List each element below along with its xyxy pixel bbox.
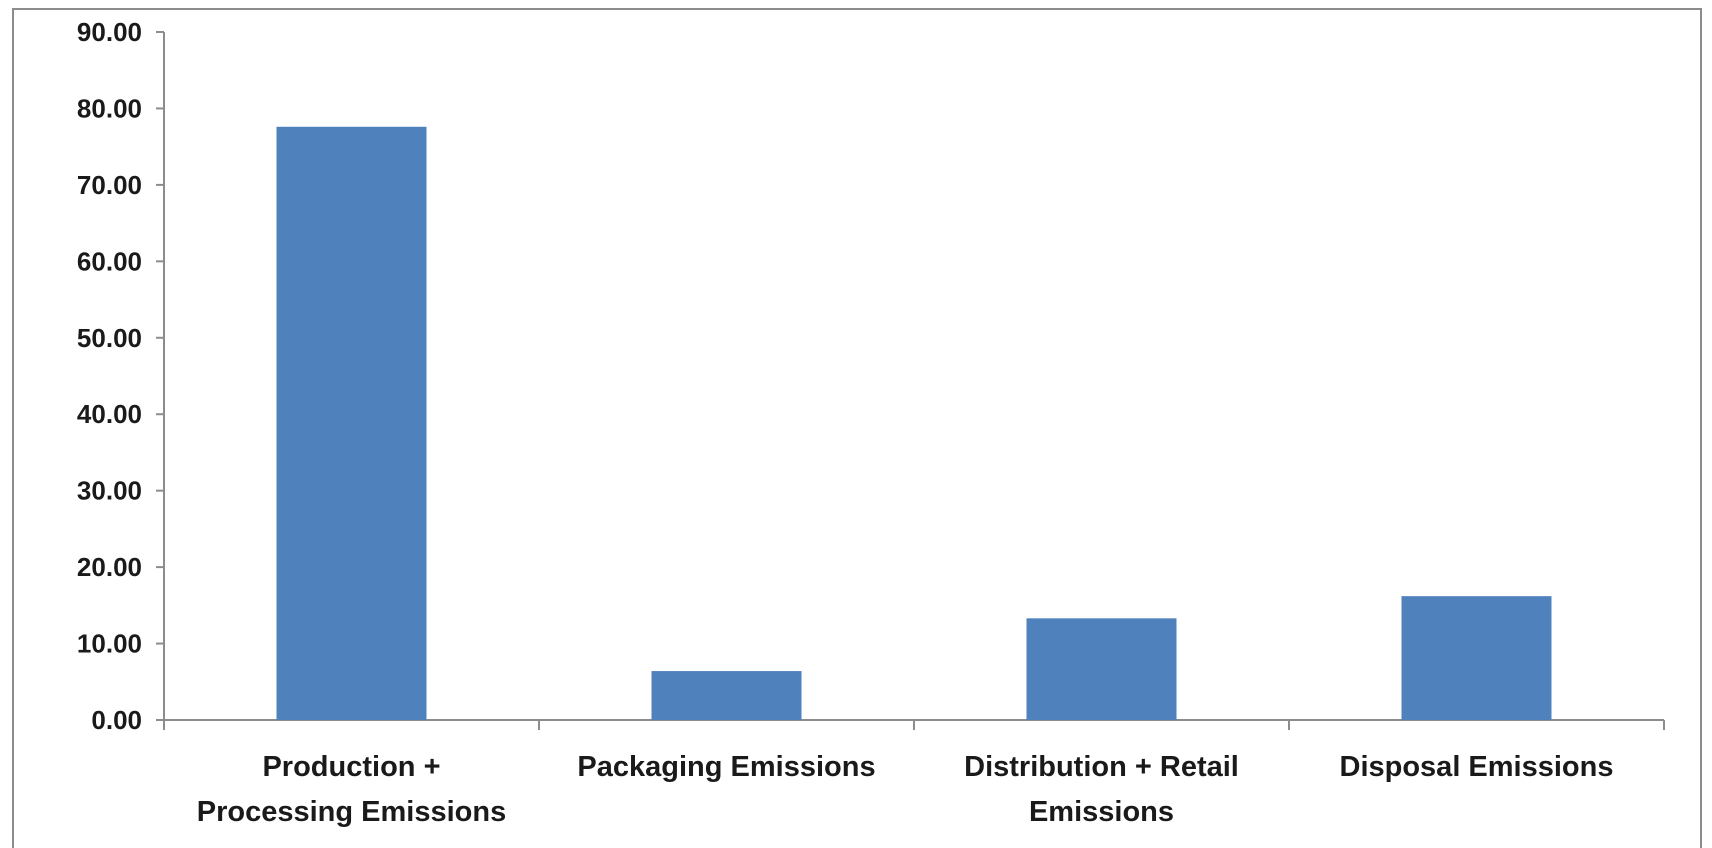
bar: [276, 126, 427, 720]
y-tick-label: 40.00: [77, 399, 142, 429]
category-labels: Production + Processing Emissions Packagin…: [197, 751, 1614, 828]
y-tick-label: 90.00: [77, 17, 142, 47]
category-label-line: Distribution + Retail: [964, 751, 1239, 783]
y-tick-label: 10.00: [77, 629, 142, 659]
x-axis: [163, 719, 1665, 730]
category-label: Disposal Emissions: [1340, 751, 1614, 783]
y-tick-label: 70.00: [77, 170, 142, 200]
category-label: Production + Processing Emissions: [197, 751, 506, 828]
y-tick-label: 80.00: [77, 93, 142, 123]
category-label-line: Production +: [262, 751, 440, 783]
y-tick-label: 0.00: [91, 705, 142, 735]
category-label-line: Processing Emissions: [197, 796, 506, 828]
bar: [651, 671, 802, 720]
chart-frame: [12, 8, 1702, 848]
y-tick-label: 60.00: [77, 246, 142, 276]
bar: [1026, 618, 1177, 720]
y-axis: 0.00 10.00 20.00 30.00 40.00 50.00 60.00 70.00 8…: [77, 17, 165, 735]
y-tick-label: 20.00: [77, 552, 142, 582]
category-label: Packaging Emissions: [577, 751, 875, 783]
category-label-line: Emissions: [1029, 796, 1174, 828]
bars: [276, 126, 1552, 720]
y-tick-label: 50.00: [77, 323, 142, 353]
category-label-line: Packaging Emissions: [577, 751, 875, 783]
category-label-line: Disposal Emissions: [1340, 751, 1614, 783]
bar: [1401, 596, 1552, 720]
category-label: Distribution + Retail Emissions: [964, 751, 1239, 828]
y-tick-label: 30.00: [77, 476, 142, 506]
